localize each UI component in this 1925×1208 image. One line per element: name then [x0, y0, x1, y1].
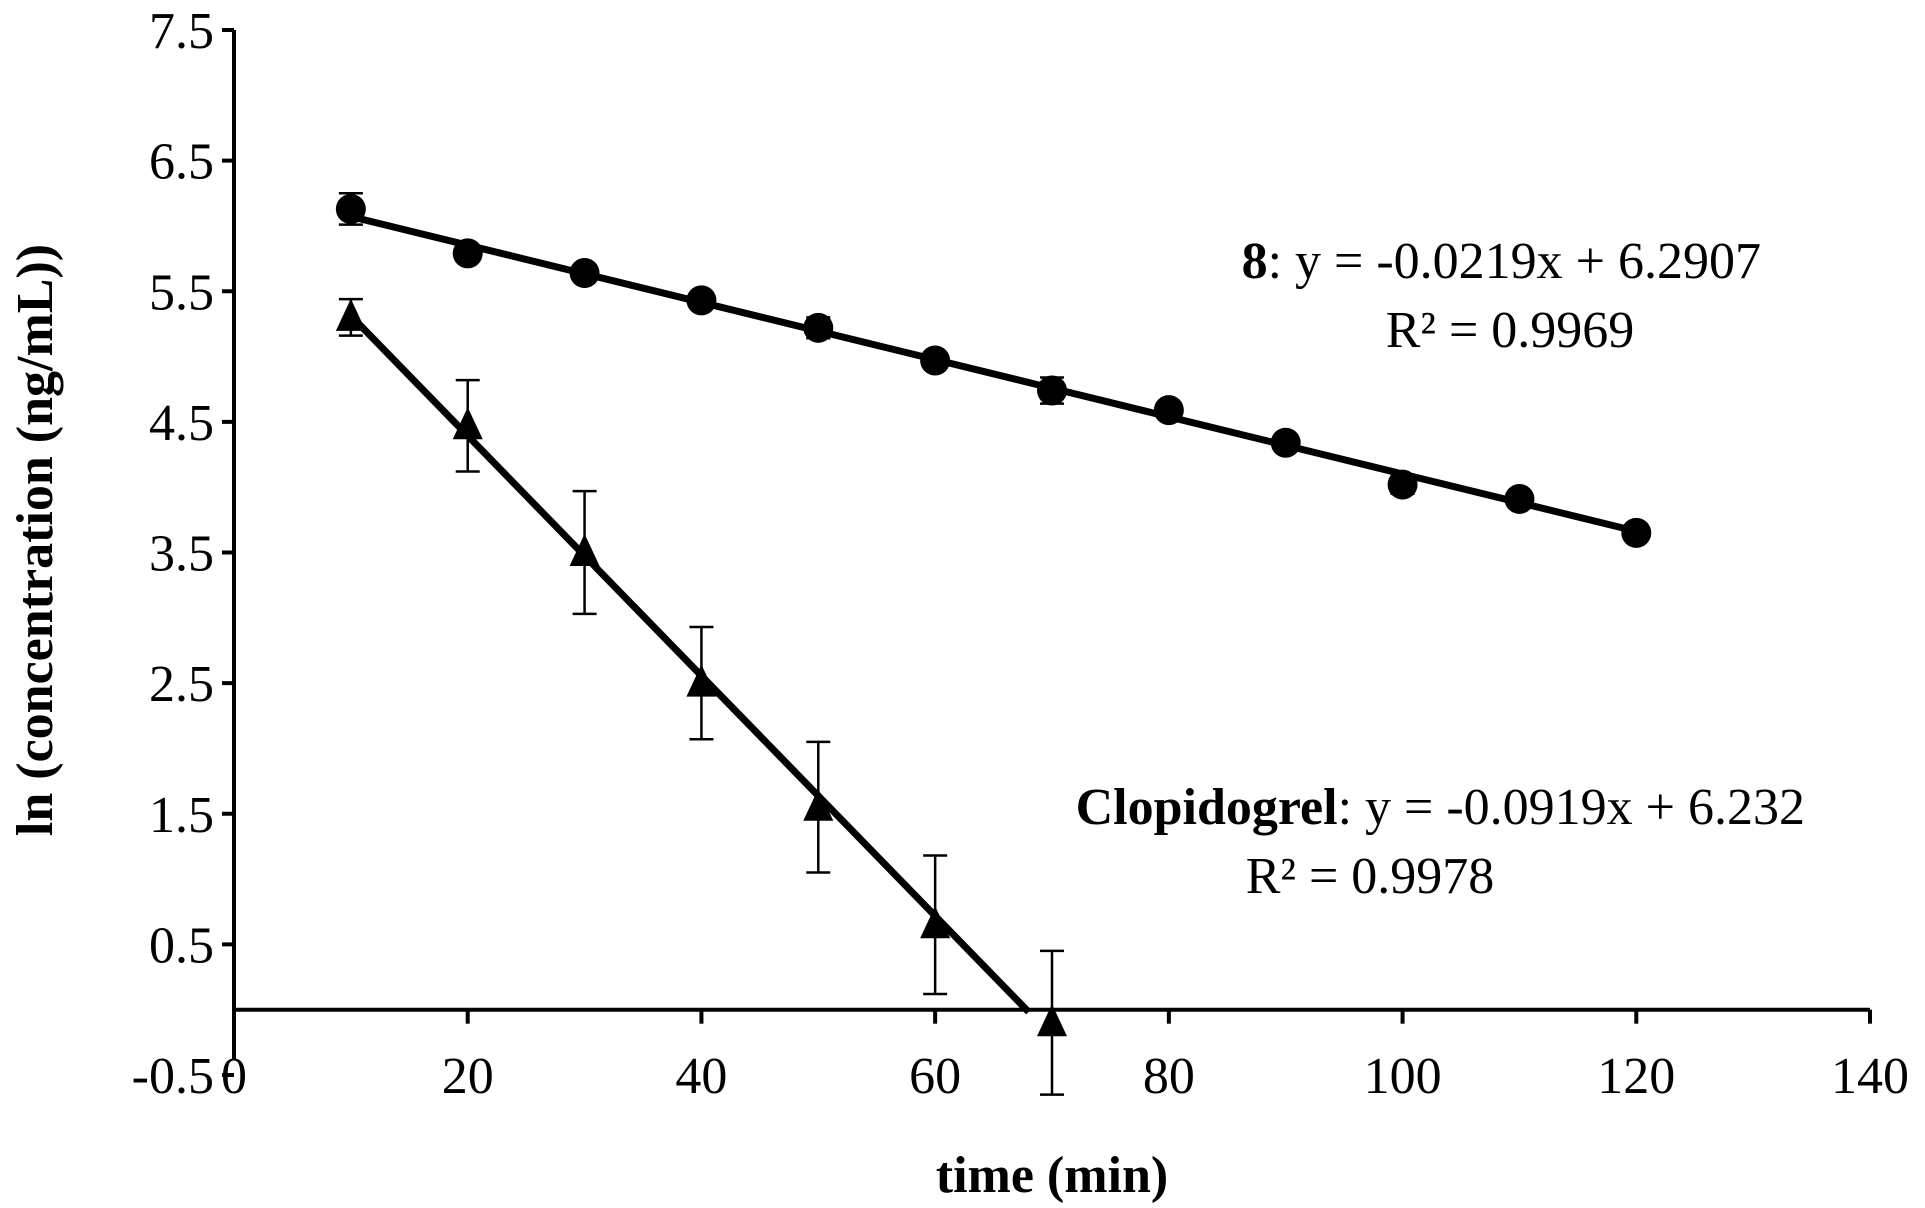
equation-8: 8: y = -0.0219x + 6.2907 R² = 0.9969: [1242, 233, 1761, 359]
data-point-8: [1621, 517, 1652, 548]
data-point-clopidogrel: [452, 407, 483, 440]
x-tick-label: 40: [675, 1048, 727, 1105]
equation-clopidogrel-text: : y = -0.0919x + 6.232: [1338, 779, 1805, 836]
x-axis-title: time (min): [936, 1147, 1168, 1204]
r2-clopidogrel: R² = 0.9978: [1246, 848, 1495, 905]
y-tick-label: 4.5: [149, 395, 214, 452]
x-tick-label: 80: [1143, 1048, 1195, 1105]
x-tick-label: 60: [909, 1048, 961, 1105]
y-tick-label: 1.5: [149, 787, 214, 844]
axes: [232, 30, 1870, 1060]
x-tick-label: 140: [1831, 1048, 1909, 1105]
equation-clopidogrel-label: Clopidogrel: [1076, 779, 1338, 836]
data-point-8: [1153, 395, 1184, 426]
data-point-clopidogrel: [569, 533, 600, 566]
data-markers: [335, 193, 1652, 1037]
data-point-8: [1387, 469, 1418, 500]
data-point-8: [335, 193, 366, 224]
fit-line-8: [350, 213, 1638, 535]
data-point-clopidogrel: [920, 906, 951, 939]
data-point-8: [1037, 375, 1067, 406]
data-point-clopidogrel: [803, 788, 834, 821]
x-tick-label: 20: [442, 1048, 494, 1105]
data-point-clopidogrel: [1037, 1004, 1067, 1037]
y-tick-label: 7.5: [149, 3, 214, 60]
x-tick-label: 120: [1597, 1048, 1675, 1105]
equation-clopidogrel: Clopidogrel: y = -0.0919x + 6.232 R² = 0…: [1076, 779, 1805, 905]
y-axis-title: ln (concentration (ng/mL)): [7, 244, 64, 836]
data-point-8: [920, 345, 951, 376]
data-point-8: [1504, 483, 1535, 514]
fit-line-clopidogrel: [348, 313, 1032, 1015]
y-tick-label: 5.5: [149, 264, 214, 321]
equation-8-label: 8: [1242, 233, 1268, 290]
data-point-8: [803, 312, 834, 343]
x-tick-label: 0: [221, 1048, 247, 1105]
data-point-clopidogrel: [686, 664, 717, 697]
y-ticks: -0.5 0.5 1.5 2.5 3.5 4.5 5.5 6.5 7.5: [132, 3, 234, 1105]
equation-8-text: : y = -0.0219x + 6.2907: [1268, 233, 1761, 290]
x-ticks: 0 20 40 60 80 100 120 140: [221, 1009, 1909, 1105]
data-point-8: [452, 238, 483, 269]
y-tick-label: 0.5: [149, 917, 214, 974]
svg-text:8: y = -0.0219x + 6.2907: 8: y = -0.0219x + 6.2907: [1242, 233, 1761, 290]
x-tick-label: 100: [1364, 1048, 1442, 1105]
data-point-8: [569, 257, 600, 288]
y-tick-label: 2.5: [149, 656, 214, 713]
svg-text:Clopidogrel: y = -0.0919x + 6.: Clopidogrel: y = -0.0919x + 6.232: [1076, 779, 1805, 836]
r2-8: R² = 0.9969: [1386, 302, 1635, 359]
data-point-clopidogrel: [335, 298, 366, 331]
y-tick-label: 3.5: [149, 526, 214, 583]
y-tick-label: 6.5: [149, 134, 214, 191]
data-point-8: [686, 285, 717, 316]
y-tick-label: -0.5: [132, 1048, 214, 1105]
data-point-8: [1270, 427, 1301, 458]
